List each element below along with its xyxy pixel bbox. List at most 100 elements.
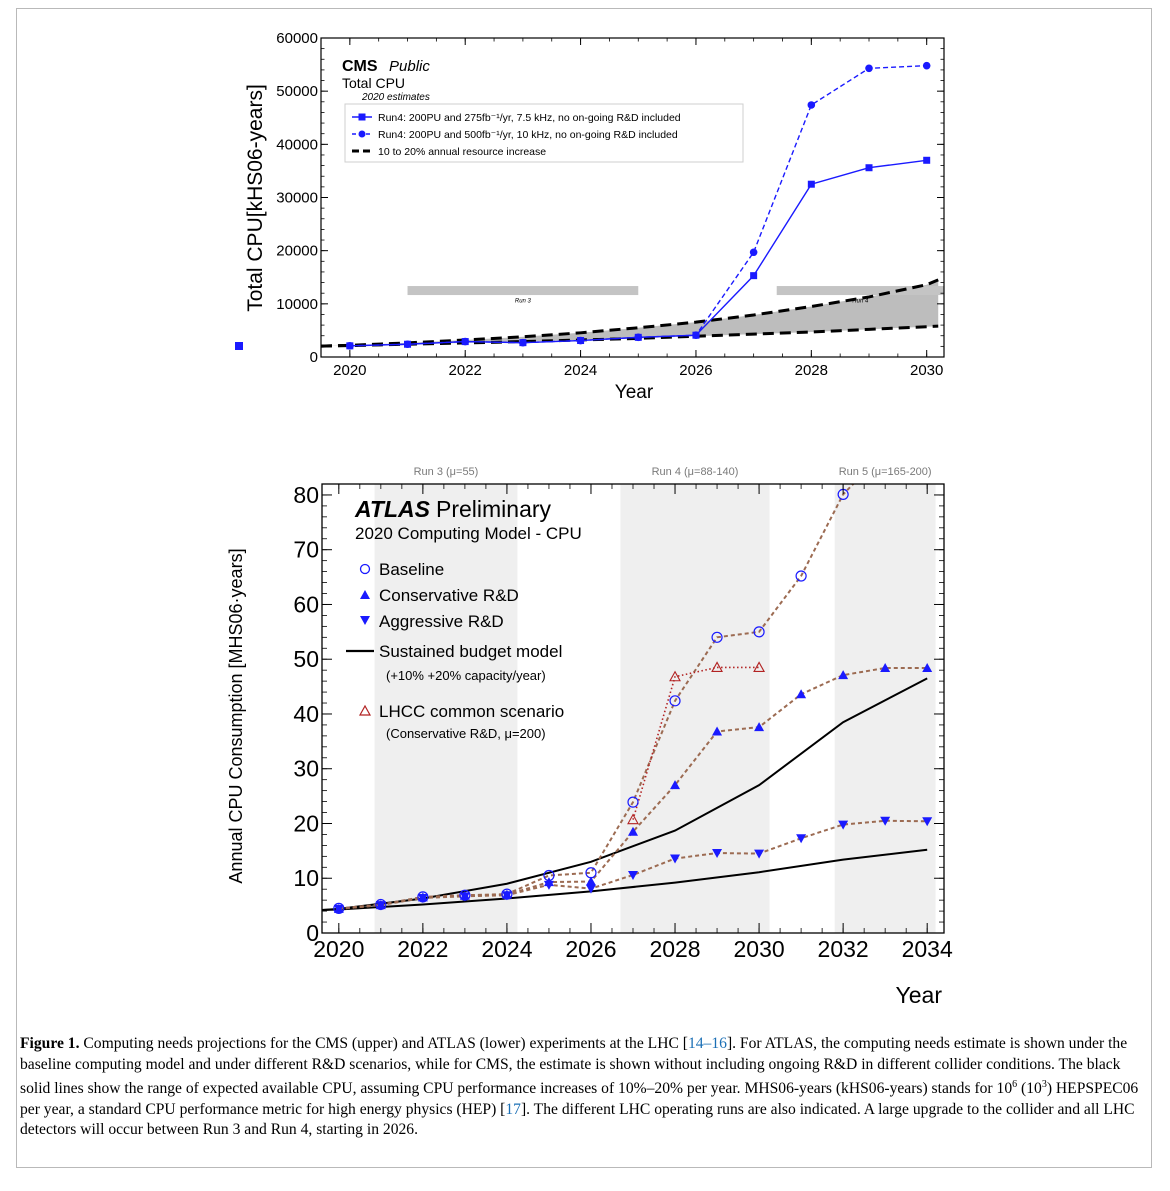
- figure-caption: Figure 1. Computing needs projections fo…: [20, 1034, 1142, 1141]
- cms-series-1-point: [404, 340, 412, 348]
- cms-brand-suffix: Public: [389, 58, 430, 75]
- cms-series-2-point: [865, 64, 873, 73]
- atlas-ylabel: Annual CPU Consumption [MHS06·years]: [226, 548, 246, 883]
- atlas-xtick-label: 2034: [902, 936, 953, 962]
- atlas-aggressive-point: [796, 834, 807, 844]
- cms-series-1-point: [519, 339, 527, 347]
- cms-ytick-label: 50000: [276, 83, 318, 100]
- atlas-xtick-label: 2020: [313, 936, 364, 962]
- cms-chart: Run 3 Run 4 0 10000 20000 30000 40000 50000 6000…: [235, 30, 945, 403]
- cms-ytick-label: 20000: [276, 243, 318, 260]
- atlas-run-band-5: [834, 484, 936, 933]
- caption-citation-2[interactable]: 17: [505, 1100, 521, 1118]
- atlas-xtick-label: 2030: [733, 936, 784, 962]
- cms-run-bar-3: [407, 286, 639, 296]
- cms-series-1-point: [634, 333, 642, 341]
- atlas-aggressive-point: [333, 904, 344, 914]
- cms-ytick-label: 30000: [276, 190, 318, 207]
- atlas-legend-conservative: Conservative R&D: [379, 586, 519, 605]
- caption-citation-1[interactable]: 14–16: [687, 1035, 727, 1052]
- cms-ytick-label: 0: [310, 349, 318, 366]
- cms-legend-series-2: Run4: 200PU and 500fb⁻¹/yr, 10 kHz, no o…: [378, 129, 678, 141]
- atlas-legend-budget: Sustained budget model: [379, 642, 562, 661]
- atlas-conservative-point: [628, 826, 638, 836]
- atlas-xtick-label: 2026: [565, 936, 616, 962]
- caption-text-5: ]. The different LHC operating runs are …: [20, 1100, 1135, 1139]
- atlas-ytick-label: 40: [293, 701, 319, 727]
- atlas-conservative-point: [670, 780, 681, 790]
- atlas-chart: Run 3 (μ=55) Run 4 (μ=88-140) Run 5 (μ=165…: [226, 466, 953, 1008]
- cms-budget-band: [321, 279, 939, 347]
- atlas-legend-aggressive: Aggressive R&D: [379, 612, 504, 631]
- cms-run-label-3: Run 3: [515, 299, 532, 305]
- atlas-aggressive-point: [543, 880, 554, 890]
- cms-title: Total CPU: [342, 75, 405, 91]
- cms-series-2-point: [807, 101, 816, 109]
- cms-series-1-point: [346, 342, 354, 350]
- caption-text-2: ]. For ATLAS, the computing needs estima…: [20, 1035, 1128, 1098]
- caption-text-3: (10: [1017, 1080, 1042, 1098]
- atlas-run-label-3: Run 3 (μ=55): [414, 466, 479, 478]
- atlas-baseline-point: [795, 570, 807, 582]
- atlas-ytick-label: 10: [293, 865, 319, 891]
- atlas-aggressive-point: [754, 849, 765, 859]
- atlas-series-3-line: [338, 819, 928, 910]
- atlas-ytick-label: 0: [306, 920, 319, 946]
- atlas-legend-lhcc: LHCC common scenario: [379, 702, 564, 721]
- caption-superscript-2: 3: [1041, 1079, 1047, 1090]
- cms-ylabel-marker: [235, 342, 243, 350]
- atlas-baseline-point: [753, 626, 765, 638]
- atlas-xlabel: Year: [896, 982, 943, 1008]
- cms-ytick-label: 40000: [276, 136, 318, 153]
- cms-series-1-point: [865, 164, 873, 172]
- atlas-legend-budget-sub: (+10% +20% capacity/year): [386, 668, 546, 683]
- atlas-run-label-5: Run 5 (μ=165-200): [839, 466, 932, 478]
- atlas-lhcc-point: [711, 661, 723, 672]
- cms-series-1-point: [923, 156, 931, 164]
- atlas-aggressive-point: [628, 870, 638, 880]
- atlas-brand: ATLAS: [354, 496, 431, 522]
- atlas-aggressive-point: [712, 849, 723, 859]
- atlas-conservative-point: [796, 689, 807, 699]
- cms-xtick-label: 2030: [910, 362, 943, 379]
- cms-series-1-point: [577, 337, 585, 345]
- atlas-brand-suffix: Preliminary: [436, 496, 552, 522]
- atlas-conservative-point: [880, 662, 891, 672]
- atlas-aggressive-point: [375, 901, 386, 911]
- atlas-legend-lhcc-sub: (Conservative R&D, μ=200): [386, 726, 546, 741]
- atlas-aggressive-point: [501, 891, 512, 901]
- cms-subtitle: 2020 estimates: [361, 92, 430, 103]
- atlas-baseline-point: [627, 796, 639, 808]
- cms-brand: CMS: [342, 58, 378, 75]
- atlas-run-band-3: [374, 484, 518, 933]
- cms-series-2-point: [922, 61, 931, 70]
- atlas-aggressive-point: [922, 817, 933, 827]
- cms-ytick-label: 10000: [276, 296, 318, 313]
- atlas-title: 2020 Computing Model - CPU: [355, 524, 582, 543]
- atlas-baseline-point: [669, 695, 681, 707]
- atlas-aggressive-point: [459, 892, 470, 902]
- atlas-xtick-label: 2024: [481, 936, 532, 962]
- atlas-aggressive-point: [880, 816, 891, 826]
- atlas-ytick-label: 50: [293, 646, 319, 672]
- cms-xlabel: Year: [615, 382, 654, 403]
- cms-series-2-point: [749, 248, 758, 257]
- atlas-aggressive-point: [670, 854, 681, 864]
- atlas-aggressive-point: [585, 884, 596, 894]
- atlas-conservative-point: [922, 662, 933, 672]
- atlas-aggressive-point: [838, 820, 849, 830]
- cms-xtick-label: 2022: [449, 362, 482, 379]
- caption-superscript-1: 6: [1012, 1079, 1018, 1090]
- cms-series-1-point: [692, 331, 700, 339]
- atlas-conservative-point: [754, 722, 765, 732]
- cms-series-1-point: [461, 338, 469, 346]
- cms-xtick-label: 2024: [564, 362, 597, 379]
- atlas-run-band-4: [620, 484, 770, 933]
- cms-legend-series-3: 10 to 20% annual resource increase: [378, 146, 546, 158]
- atlas-aggressive-point: [417, 893, 428, 903]
- atlas-legend: Baseline Conservative R&D Aggressive R&D…: [346, 560, 564, 741]
- atlas-xtick-label: 2022: [397, 936, 448, 962]
- atlas-baseline-point: [711, 631, 723, 643]
- atlas-lhcc-point: [753, 661, 766, 672]
- figure-frame: [16, 8, 1152, 1168]
